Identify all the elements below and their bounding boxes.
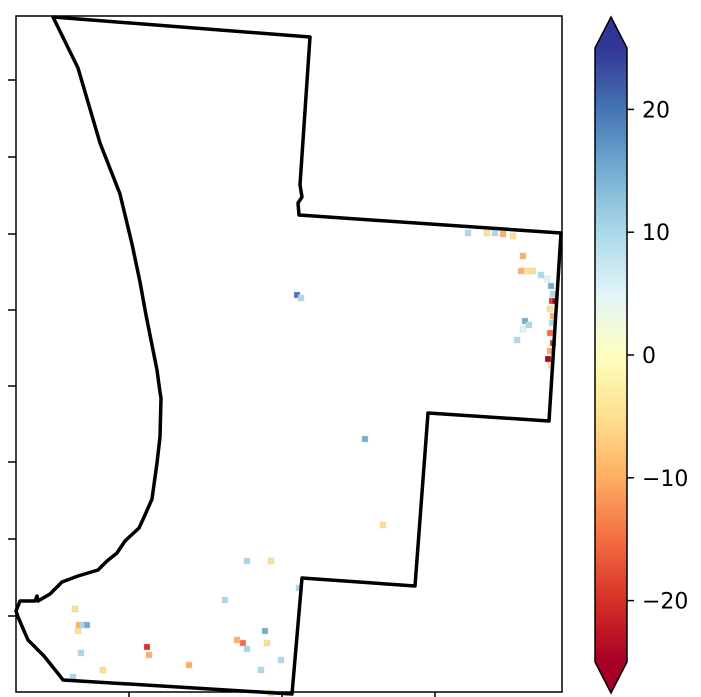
data-pixel xyxy=(519,325,527,333)
data-pixel xyxy=(543,275,551,283)
colorbar-extend-min xyxy=(595,662,627,693)
data-pixel xyxy=(71,605,79,613)
data-pixel xyxy=(549,290,557,298)
study-area-boundary xyxy=(14,15,563,696)
data-pixel xyxy=(525,321,533,329)
data-pixel xyxy=(185,661,193,669)
colorbar-outline xyxy=(594,15,628,695)
data-pixel xyxy=(513,336,521,344)
data-pixel xyxy=(261,627,269,635)
data-pixel xyxy=(499,230,507,238)
data-pixel xyxy=(546,305,554,313)
data-pixel xyxy=(519,252,527,260)
data-pixel xyxy=(145,651,153,659)
data-pixel xyxy=(546,329,554,337)
data-pixels xyxy=(69,229,559,697)
data-pixel xyxy=(523,267,531,275)
data-pixel xyxy=(464,229,472,237)
data-pixel xyxy=(239,639,247,647)
data-pixel xyxy=(263,639,271,647)
map-frame xyxy=(15,15,563,693)
data-pixel xyxy=(521,317,529,325)
data-pixel xyxy=(233,636,241,644)
colorbar-tick-label: 0 xyxy=(642,344,656,369)
data-pixel xyxy=(77,649,85,657)
colorbar-extend-max xyxy=(595,17,627,48)
data-pixel xyxy=(529,267,537,275)
data-pixel xyxy=(277,656,285,664)
data-pixel xyxy=(547,282,555,290)
data-pixel xyxy=(361,435,369,443)
colorbar-tick-label: −10 xyxy=(642,467,688,492)
data-pixel xyxy=(491,229,499,237)
data-pixel xyxy=(257,666,265,674)
data-pixel xyxy=(379,521,387,529)
data-pixel xyxy=(537,271,545,279)
colorbar-tick-label: 20 xyxy=(642,98,670,123)
colorbar-ticks: 20 10 0 −10 −20 xyxy=(627,98,688,615)
data-pixel xyxy=(297,294,305,302)
data-pixel xyxy=(83,621,91,629)
data-pixel xyxy=(243,645,251,653)
data-pixel xyxy=(74,627,82,635)
colorbar-tick-label: −20 xyxy=(642,590,688,615)
data-pixel xyxy=(517,267,525,275)
data-pixel xyxy=(267,557,275,565)
colorbar: 20 10 0 −10 −20 xyxy=(594,15,688,695)
data-pixel xyxy=(544,355,552,363)
data-pixel xyxy=(483,229,491,237)
data-pixel xyxy=(243,557,251,565)
colorbar-body xyxy=(595,48,627,662)
data-pixel xyxy=(143,643,151,651)
data-pixel xyxy=(509,232,517,240)
data-pixel xyxy=(99,666,107,674)
colorbar-tick-label: 10 xyxy=(642,221,670,246)
data-pixel xyxy=(221,596,229,604)
left-axis-ticks xyxy=(8,79,16,617)
